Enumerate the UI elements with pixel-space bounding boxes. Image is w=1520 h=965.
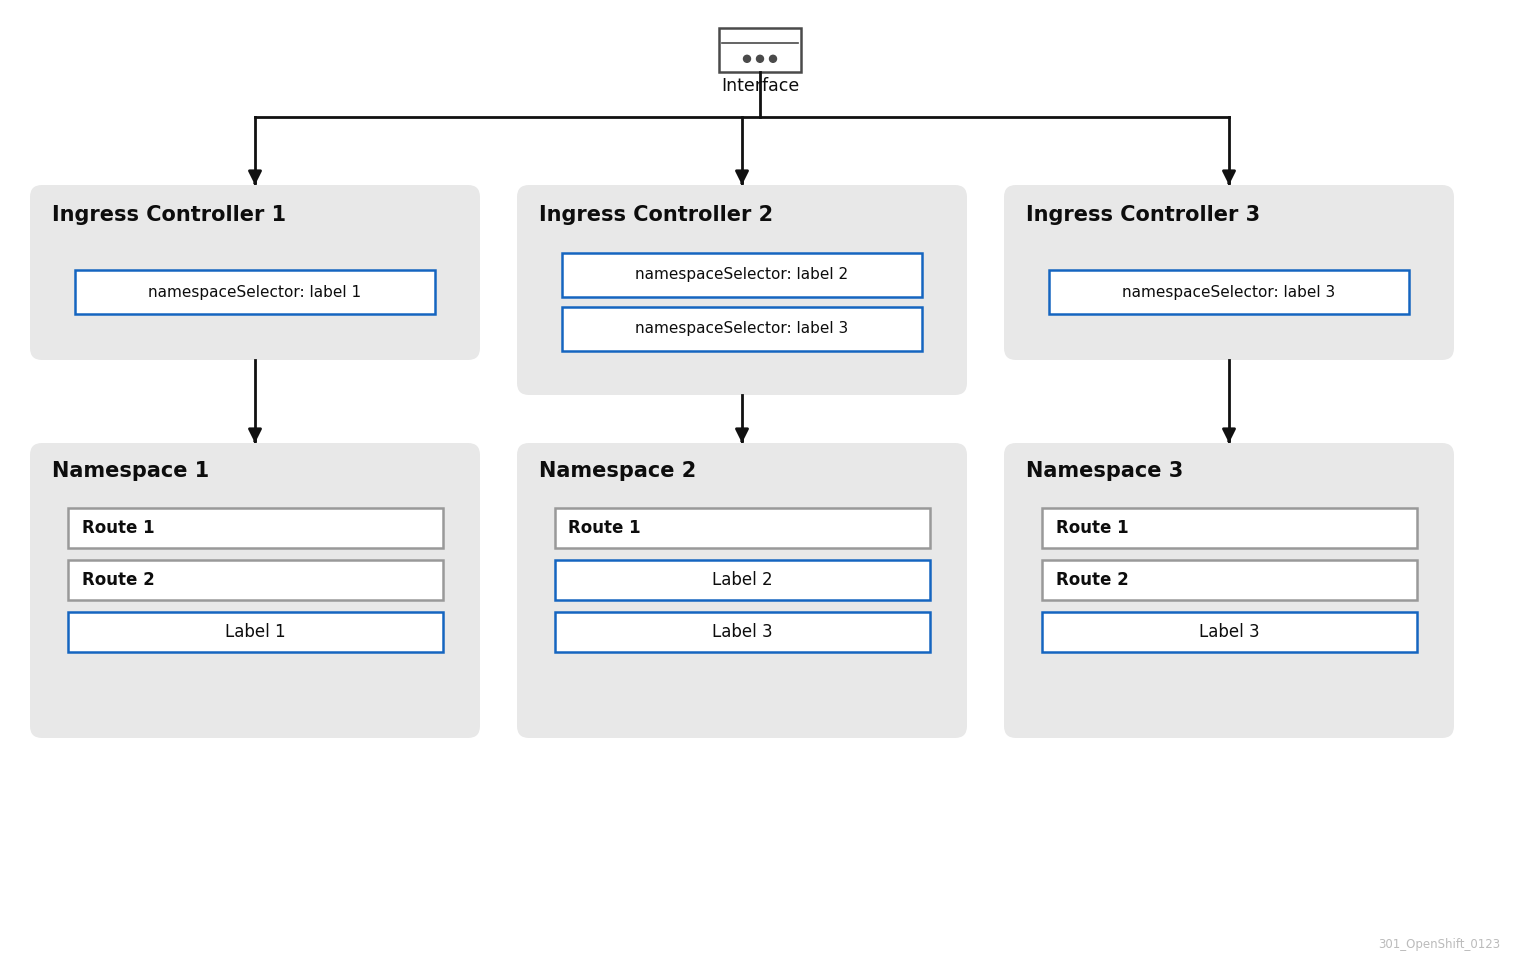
Text: namespaceSelector: label 1: namespaceSelector: label 1 — [149, 285, 362, 299]
Bar — [67, 612, 442, 652]
Text: Ingress Controller 1: Ingress Controller 1 — [52, 205, 286, 225]
FancyBboxPatch shape — [1005, 443, 1455, 738]
FancyBboxPatch shape — [30, 443, 480, 738]
Bar — [555, 508, 930, 548]
Text: Namespace 3: Namespace 3 — [1026, 461, 1183, 481]
Text: Namespace 2: Namespace 2 — [540, 461, 696, 481]
FancyBboxPatch shape — [517, 185, 967, 395]
Bar — [555, 560, 930, 600]
Bar — [1041, 612, 1417, 652]
Text: namespaceSelector: label 2: namespaceSelector: label 2 — [635, 267, 848, 283]
Text: namespaceSelector: label 3: namespaceSelector: label 3 — [635, 321, 848, 337]
FancyBboxPatch shape — [1005, 185, 1455, 360]
Text: Route 1: Route 1 — [568, 519, 641, 537]
Bar — [562, 253, 923, 297]
Bar — [1041, 560, 1417, 600]
Text: Route 2: Route 2 — [1055, 571, 1128, 589]
Bar — [562, 307, 923, 351]
Text: 301_OpenShift_0123: 301_OpenShift_0123 — [1377, 938, 1500, 951]
Circle shape — [743, 55, 751, 63]
Text: Ingress Controller 2: Ingress Controller 2 — [540, 205, 774, 225]
Bar — [67, 508, 442, 548]
Text: Label 3: Label 3 — [1199, 623, 1259, 641]
Bar — [555, 612, 930, 652]
FancyBboxPatch shape — [30, 185, 480, 360]
Text: Route 2: Route 2 — [82, 571, 154, 589]
FancyBboxPatch shape — [517, 443, 967, 738]
Circle shape — [769, 55, 777, 63]
Text: Label 3: Label 3 — [711, 623, 772, 641]
Text: Interface: Interface — [720, 77, 800, 95]
Text: Route 1: Route 1 — [1055, 519, 1128, 537]
Bar — [1041, 508, 1417, 548]
Text: Route 1: Route 1 — [82, 519, 154, 537]
Text: namespaceSelector: label 3: namespaceSelector: label 3 — [1122, 285, 1336, 299]
Circle shape — [757, 55, 763, 63]
Text: Label 2: Label 2 — [711, 571, 772, 589]
Bar — [1049, 270, 1409, 314]
Bar — [719, 28, 801, 72]
Text: Label 1: Label 1 — [225, 623, 286, 641]
Bar — [74, 270, 435, 314]
Text: Namespace 1: Namespace 1 — [52, 461, 210, 481]
Text: Ingress Controller 3: Ingress Controller 3 — [1026, 205, 1260, 225]
Bar — [67, 560, 442, 600]
